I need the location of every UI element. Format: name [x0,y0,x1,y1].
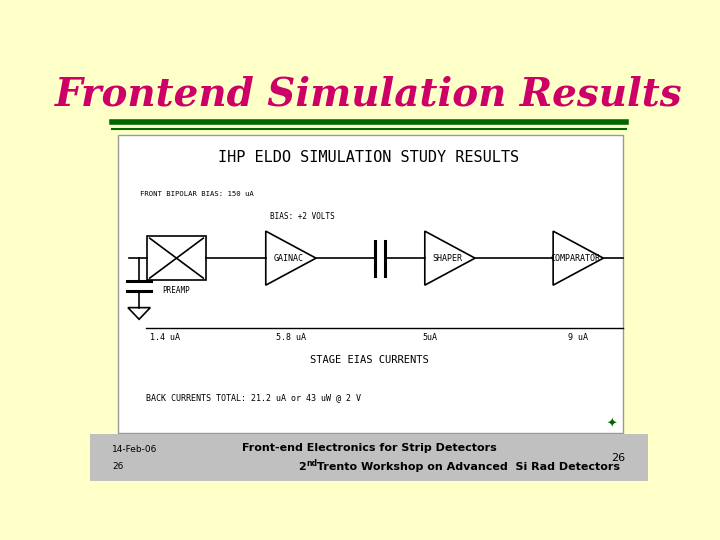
Text: PREAMP: PREAMP [163,286,190,295]
Bar [147,236,206,280]
Text: 9 uA: 9 uA [568,333,588,342]
Text: nd: nd [307,458,318,468]
Text: ✦: ✦ [606,418,617,431]
Text: 26: 26 [112,462,124,470]
Text: IHP ELDO SIMULATION STUDY RESULTS: IHP ELDO SIMULATION STUDY RESULTS [218,150,520,165]
Text: 14-Feb-06: 14-Feb-06 [112,445,158,454]
Text: BACK CURRENTS TOTAL: 21.2 uA or 43 uW @ 2 V: BACK CURRENTS TOTAL: 21.2 uA or 43 uW @ … [145,393,361,402]
Text: FRONT BIPOLAR BIAS: 150 uA: FRONT BIPOLAR BIAS: 150 uA [140,191,254,197]
FancyBboxPatch shape [118,136,623,433]
Text: 2: 2 [298,462,306,472]
Text: COMPARATOR: COMPARATOR [551,254,600,262]
Bar [90,434,648,481]
Text: Frontend Simulation Results: Frontend Simulation Results [55,76,683,114]
Text: 5.8 uA: 5.8 uA [276,333,306,342]
Text: Trento Workshop on Advanced  Si Rad Detectors: Trento Workshop on Advanced Si Rad Detec… [313,462,620,472]
Text: BIAS: +2 VOLTS: BIAS: +2 VOLTS [270,212,334,221]
Text: Front-end Electronics for Strip Detectors: Front-end Electronics for Strip Detector… [242,443,496,453]
Text: GAINAC: GAINAC [274,254,303,262]
Text: 26: 26 [611,453,626,463]
Text: 5uA: 5uA [423,333,438,342]
Text: SHAPER: SHAPER [433,254,462,262]
Text: STAGE EIAS CURRENTS: STAGE EIAS CURRENTS [310,355,428,365]
Text: 1.4 uA: 1.4 uA [150,333,180,342]
